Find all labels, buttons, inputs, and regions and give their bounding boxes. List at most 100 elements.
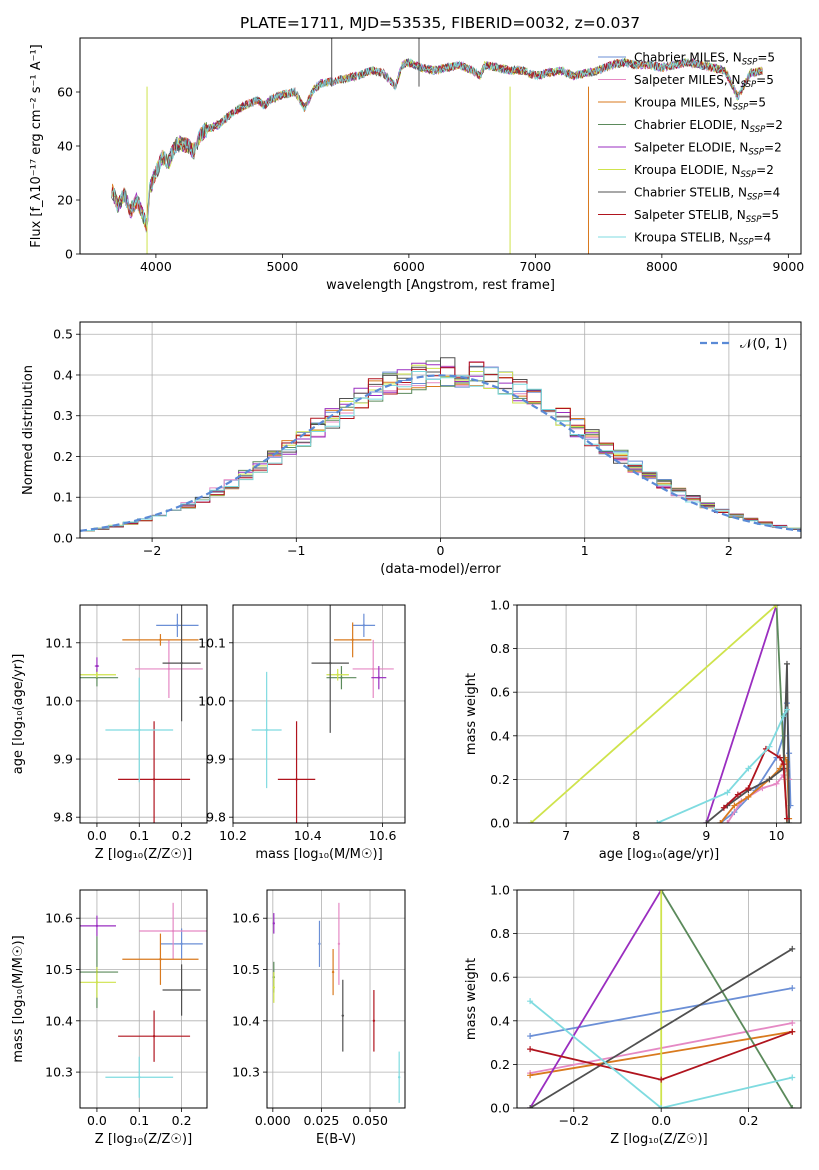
age-vs-metallicity-panel: 0.0 0.1 0.2 9.8 9.9 10.0 10.1 Z [log₁₀(Z/Z☉)] ag… <box>11 604 208 862</box>
plus-marker <box>745 793 752 800</box>
plus-marker <box>527 998 534 1005</box>
plus-marker <box>783 815 790 822</box>
legend-entry: Chabrier ELODIE, NSSP=2 <box>634 118 783 135</box>
plus-marker <box>527 1072 534 1079</box>
data-point <box>95 981 99 984</box>
data-point <box>180 988 183 992</box>
plus-marker <box>731 802 738 809</box>
x-tick-label: −0.2 <box>559 1113 589 1128</box>
x-tick-label: 0.1 <box>129 828 149 843</box>
legend-entry: Kroupa ELODIE, NSSP=2 <box>634 163 774 180</box>
y-axis-label: age [log₁₀(age/yr)] <box>11 654 26 775</box>
x-tick-label: 4000 <box>140 259 172 274</box>
y-tick-label: 10.1 <box>45 635 73 650</box>
plus-marker <box>527 1105 534 1108</box>
data-point <box>159 958 162 961</box>
series-line <box>656 709 788 823</box>
y-tick-label: 9.9 <box>206 752 226 767</box>
legend-entry: Kroupa MILES, NSSP=5 <box>634 96 766 113</box>
y-tick-label: 10.3 <box>232 1065 260 1080</box>
plus-marker <box>789 1028 796 1035</box>
y-axis-label: Flux [f_λ10⁻¹⁷ erg cm⁻² s⁻¹ A⁻¹] <box>29 44 44 248</box>
y-tick-label: 10.6 <box>45 911 73 926</box>
series-line <box>660 890 794 1108</box>
y-tick-label: 0.8 <box>490 926 510 941</box>
plus-marker <box>720 804 727 811</box>
legend-entry: Kroupa STELIB, NSSP=4 <box>634 231 771 248</box>
plus-marker <box>654 820 661 823</box>
y-tick-label: 0.6 <box>490 685 510 700</box>
data-point <box>372 667 375 671</box>
plus-marker <box>658 890 665 893</box>
legend-entry: 𝒩(0, 1) <box>740 337 787 352</box>
x-tick-label: 0.0 <box>651 1113 671 1128</box>
data-point <box>340 676 343 679</box>
x-axis-label: age [log₁₀(age/yr)] <box>599 847 720 862</box>
series-line <box>530 605 778 823</box>
plus-marker <box>527 1033 534 1040</box>
y-tick-label: 10.4 <box>232 1013 260 1028</box>
x-axis-label: (data-model)/error <box>380 562 501 577</box>
plus-marker <box>745 785 752 792</box>
plus-marker <box>789 945 796 952</box>
plus-marker <box>528 820 535 823</box>
y-tick-label: 10.0 <box>198 693 226 708</box>
y-tick-label: 60 <box>57 85 73 100</box>
x-axis-label: E(B-V) <box>316 1132 356 1147</box>
x-tick-label: 7000 <box>519 259 551 274</box>
plus-marker <box>703 820 710 823</box>
data-point <box>341 1014 345 1017</box>
data-point <box>351 638 354 642</box>
x-tick-label: 7 <box>562 828 570 843</box>
legend-entry: Salpeter ELODIE, NSSP=2 <box>634 141 782 158</box>
x-axis-label: Z [log₁₀(Z/Z☉)] <box>610 1132 707 1147</box>
x-tick-label: 8 <box>632 828 640 843</box>
data-point <box>272 986 276 989</box>
axes-frame <box>232 604 406 824</box>
spectrum-line <box>111 57 763 229</box>
plus-marker <box>724 820 731 823</box>
axes-frame <box>516 604 802 824</box>
y-tick-label: 0.4 <box>490 1013 510 1028</box>
data-point <box>95 673 99 676</box>
data-point <box>336 673 339 676</box>
plus-marker <box>789 1019 796 1026</box>
plus-marker <box>527 1046 534 1053</box>
y-tick-label: 0.0 <box>490 816 510 831</box>
normal-curve <box>80 374 801 532</box>
y-tick-label: 9.8 <box>53 810 73 825</box>
y-tick-label: 10.0 <box>45 693 73 708</box>
x-axis-label: Z [log₁₀(Z/Z☉)] <box>95 1132 192 1147</box>
data-point <box>295 778 298 781</box>
x-tick-label: −2 <box>143 543 161 558</box>
y-tick-label: 0.5 <box>53 327 73 342</box>
plus-marker <box>773 780 780 787</box>
x-tick-label: 8000 <box>646 259 678 274</box>
series-line <box>529 948 793 1108</box>
data-point <box>362 624 366 627</box>
x-tick-label: 0.2 <box>739 1113 759 1128</box>
y-tick-label: 0.0 <box>490 1101 510 1116</box>
x-tick-label: 0.2 <box>172 828 192 843</box>
data-point <box>95 664 99 668</box>
x-tick-label: 0.2 <box>172 1113 192 1128</box>
y-tick-label: 0 <box>65 247 73 262</box>
axes-frame <box>79 37 802 255</box>
data-point <box>138 1076 141 1079</box>
plus-marker <box>766 776 773 783</box>
data-point <box>337 942 341 946</box>
data-point <box>171 929 175 933</box>
y-tick-label: 10.4 <box>45 1013 73 1028</box>
x-tick-label: 5000 <box>266 259 298 274</box>
data-point <box>138 728 141 732</box>
figure-title: PLATE=1711, MJD=53535, FIBERID=0032, z=0… <box>240 14 640 32</box>
data-point <box>331 970 335 974</box>
x-tick-label: 2 <box>725 543 733 558</box>
plus-marker <box>724 789 731 796</box>
y-tick-label: 10.5 <box>232 962 260 977</box>
y-tick-label: 0.1 <box>53 490 73 505</box>
x-tick-label: 10 <box>769 828 785 843</box>
x-tick-label: 0.000 <box>255 1113 291 1128</box>
age-vs-mass-panel: 10.2 10.4 10.6 9.8 9.9 10.0 10.1 mass [log₁₀(M/… <box>198 604 406 862</box>
